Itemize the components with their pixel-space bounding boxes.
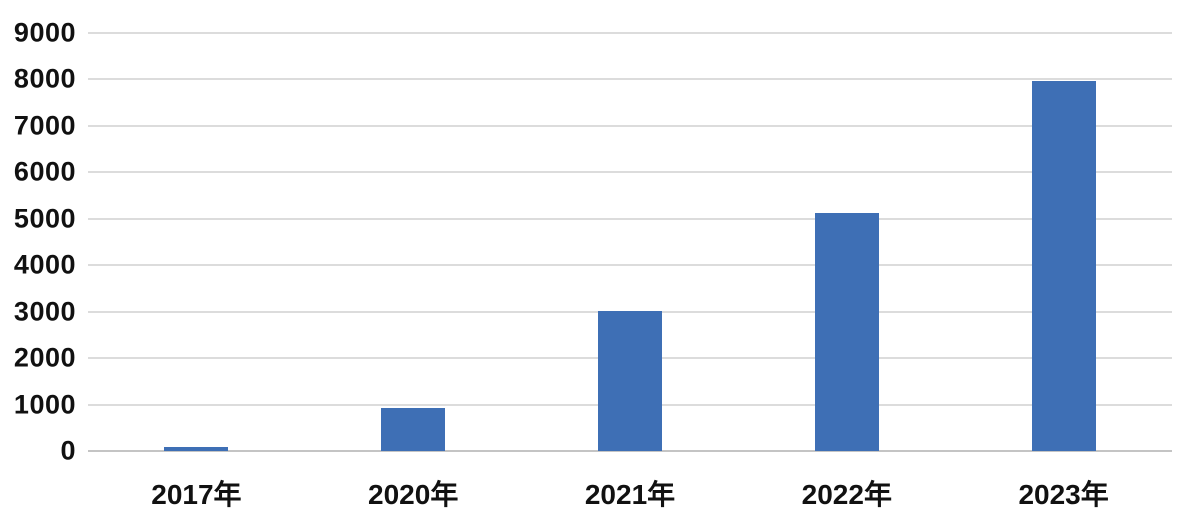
y-tick-label: 8000: [13, 63, 76, 94]
bar: [164, 446, 229, 451]
y-tick-label: 6000: [13, 156, 76, 187]
y-tick-label: 5000: [13, 203, 76, 234]
gridline: [88, 171, 1172, 174]
y-tick-label: 4000: [13, 249, 76, 280]
x-category-label: 2021年: [584, 479, 676, 510]
x-axis: 2017年 2020年 2021年 2022年 2023年: [88, 465, 1172, 520]
y-tick-label: 1000: [13, 389, 76, 420]
gridline: [88, 264, 1172, 267]
gridline: [88, 217, 1172, 220]
gridline: [88, 124, 1172, 127]
y-tick-label: 0: [60, 435, 76, 466]
bar: [598, 310, 662, 451]
bar: [814, 212, 879, 451]
plot-area: [88, 32, 1172, 452]
x-category-label: 2022年: [801, 479, 892, 510]
gridline: [88, 32, 1172, 34]
gridline: [88, 78, 1172, 81]
y-tick-label: 2000: [13, 342, 76, 373]
bar: [1031, 81, 1096, 451]
x-category-label: 2017年: [151, 479, 242, 510]
bar: [381, 408, 446, 451]
y-tick-label: 9000: [13, 17, 76, 48]
y-tick-label: 7000: [13, 110, 76, 141]
x-axis-line: [88, 450, 1172, 452]
y-tick-label: 3000: [13, 296, 76, 327]
y-axis: 0 1000 2000 3000 4000 5000 6000 7000 8000 9000: [0, 18, 76, 466]
x-category-label: 2020年: [368, 479, 459, 510]
x-category-label: 2023年: [1018, 479, 1109, 510]
